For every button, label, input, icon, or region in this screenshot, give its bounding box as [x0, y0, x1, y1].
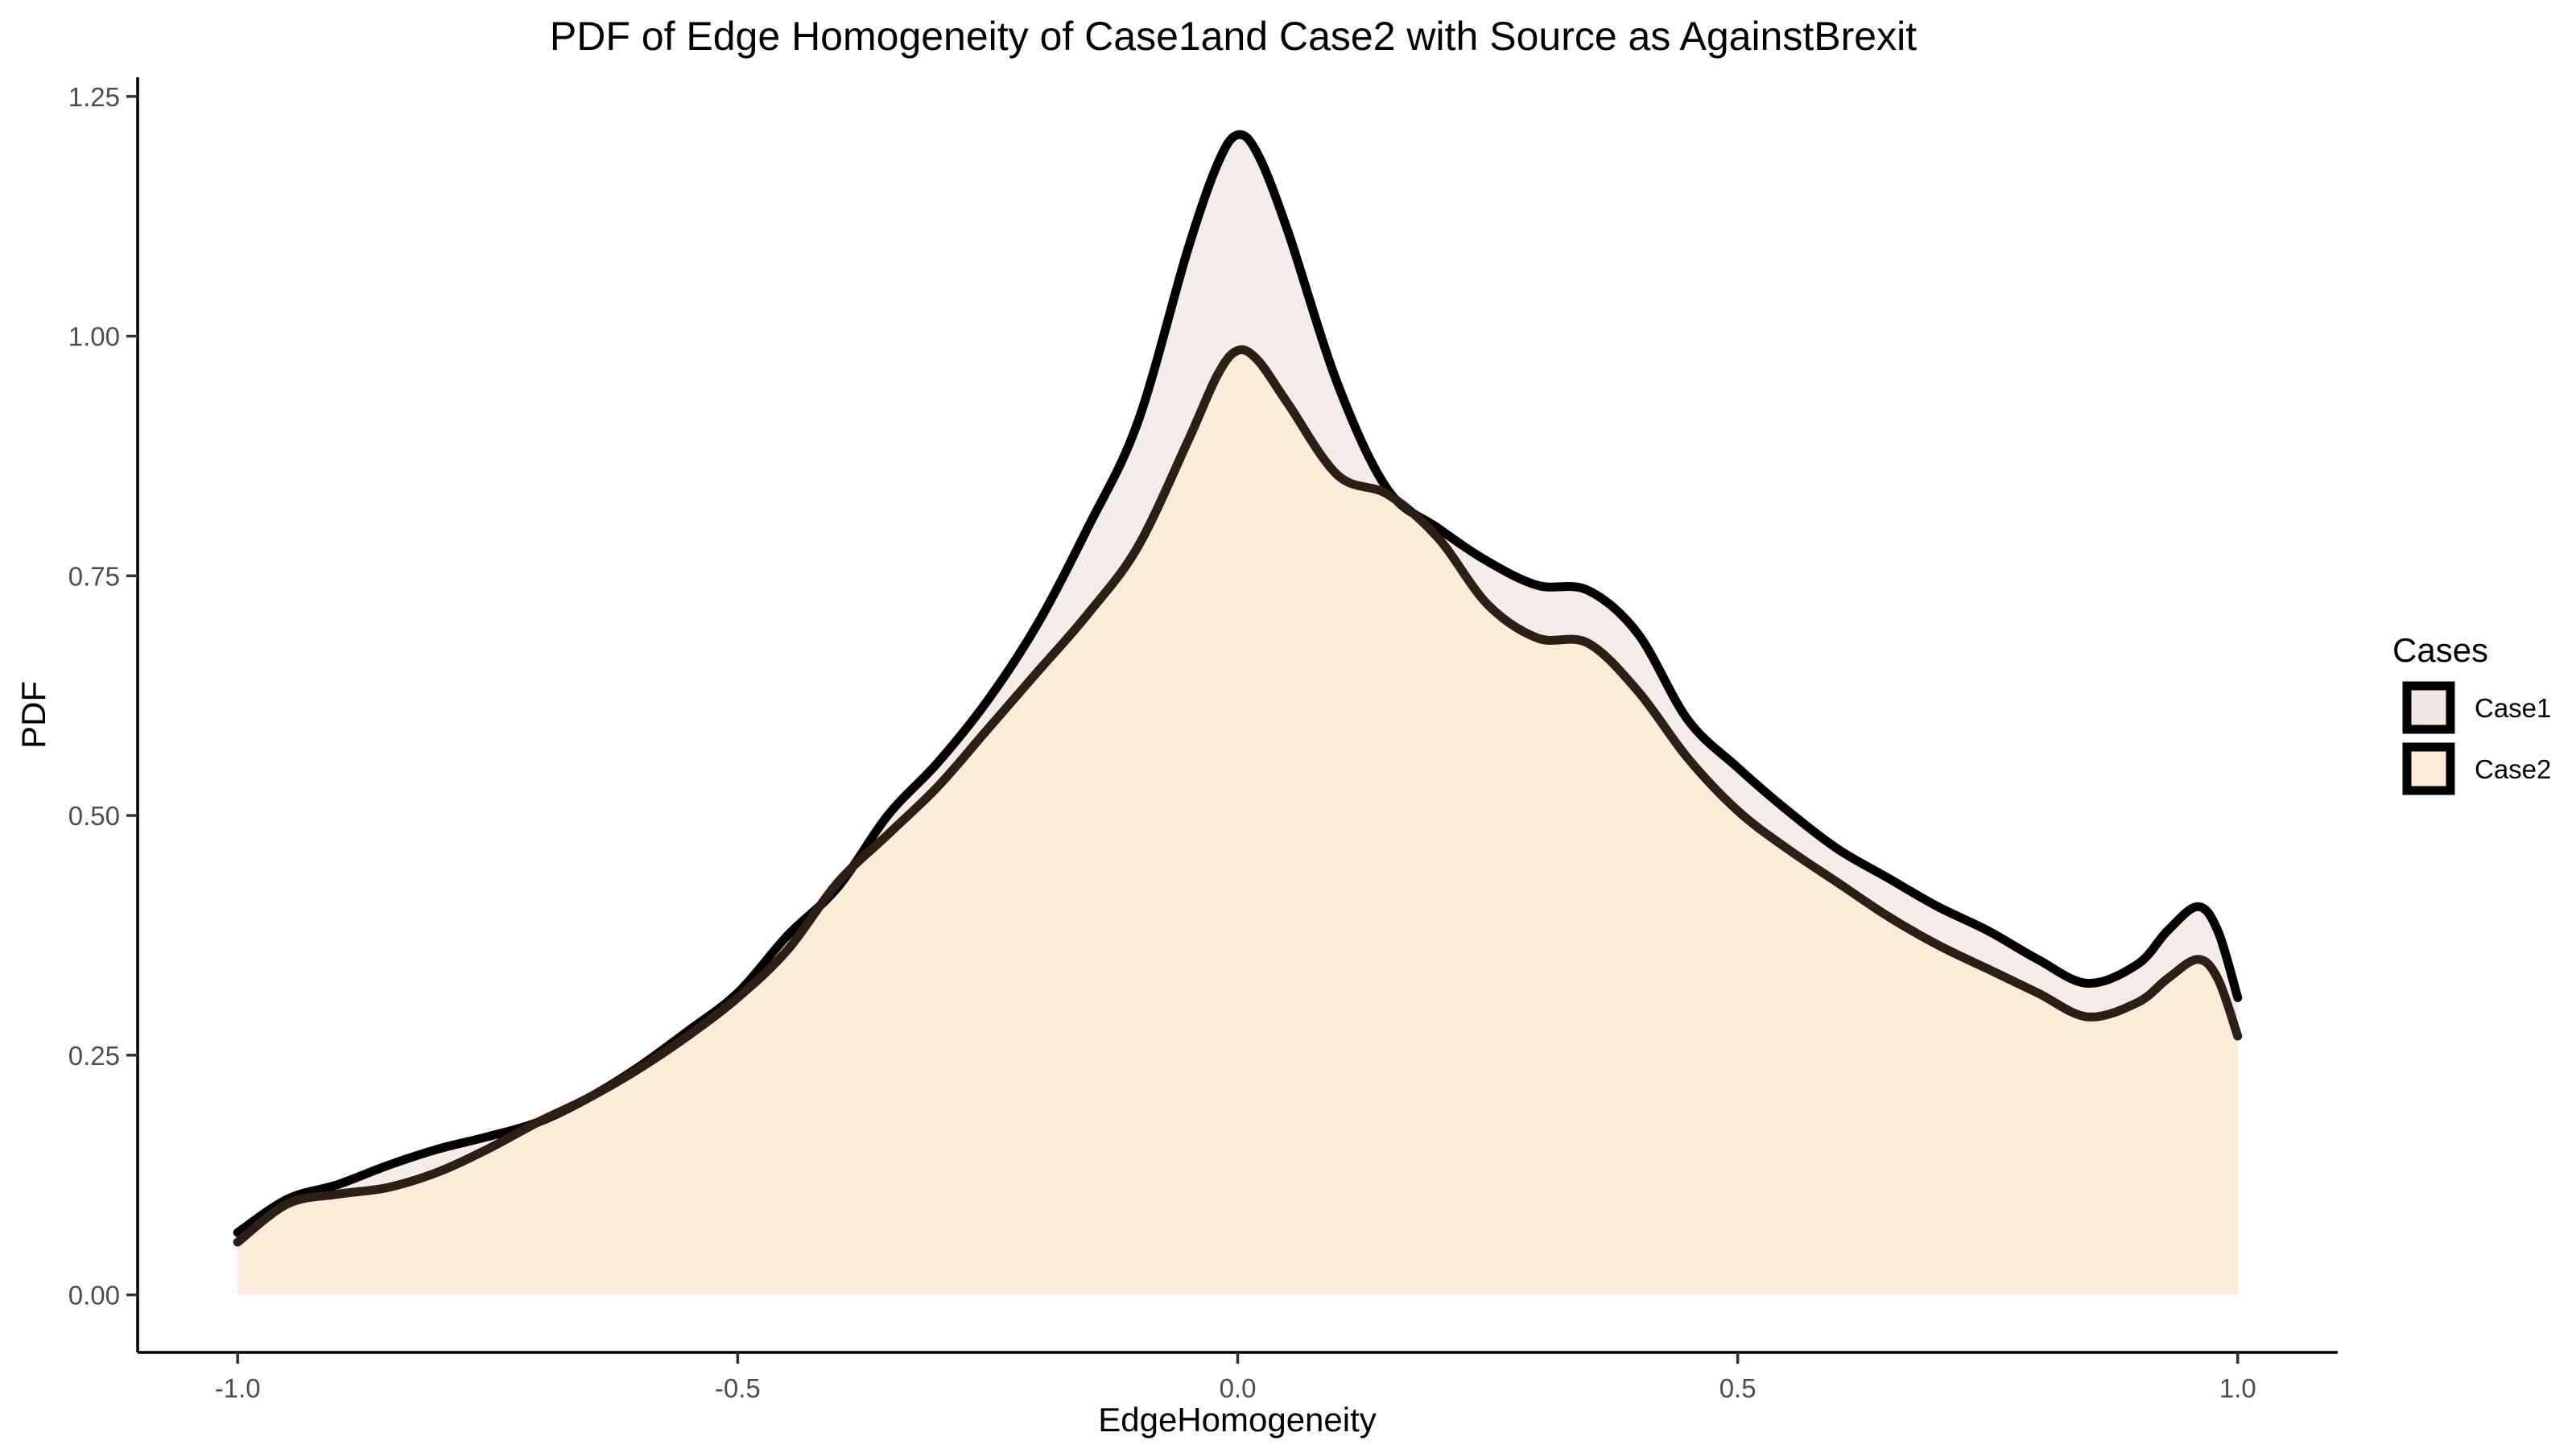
y-tick-label: 0.25 [68, 1041, 120, 1071]
x-tick-label: -0.5 [715, 1373, 761, 1403]
x-axis-ticks: -1.0 -0.5 0.0 0.5 1.0 [215, 1352, 2256, 1403]
x-tick-label: 0.0 [1220, 1373, 1257, 1403]
y-tick-label: 1.25 [68, 82, 120, 112]
legend-key-case1 [2402, 681, 2455, 734]
series-area-case2 [237, 349, 2238, 1295]
y-tick-label: 1.00 [68, 322, 120, 352]
legend-label-case2: Case2 [2475, 754, 2551, 784]
y-tick-label: 0.50 [68, 801, 120, 831]
y-axis-ticks: 0.00 0.25 0.50 0.75 1.00 1.25 [68, 82, 138, 1311]
legend-key-case2 [2402, 742, 2455, 795]
legend-title: Cases [2392, 631, 2488, 669]
y-tick-label: 0.75 [68, 561, 120, 591]
plot-area [233, 130, 2243, 1295]
x-axis-label: EdgeHomogeneity [1098, 1401, 1377, 1439]
legend: Cases Case1 Case2 [2392, 631, 2551, 795]
y-tick-label: 0.00 [68, 1281, 120, 1311]
legend-label-case1: Case1 [2475, 693, 2551, 723]
series-line-case2 [233, 345, 2243, 1247]
chart-title: PDF of Edge Homogeneity of Case1and Case… [550, 14, 1917, 59]
x-tick-label: 1.0 [2219, 1373, 2256, 1403]
x-tick-label: -1.0 [215, 1373, 261, 1403]
y-axis-label: PDF [14, 681, 52, 749]
x-tick-label: 0.5 [1719, 1373, 1757, 1403]
